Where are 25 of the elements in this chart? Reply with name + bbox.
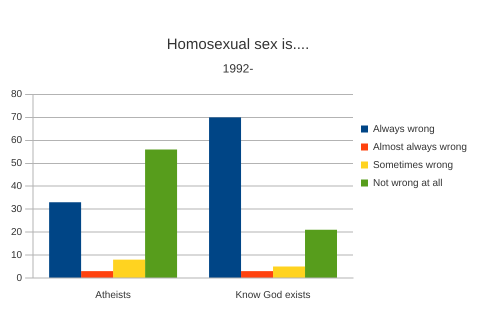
- legend-label: Not wrong at all: [373, 178, 442, 189]
- y-tick-label: 30: [11, 204, 23, 215]
- chart-subtitle: 1992-: [222, 62, 254, 76]
- bar: [113, 260, 146, 278]
- y-tick-label: 70: [11, 112, 23, 124]
- legend-label: Almost always wrong: [373, 142, 467, 153]
- bar: [81, 271, 114, 278]
- bar: [145, 149, 178, 278]
- bar: [305, 230, 338, 278]
- y-tick-label: 40: [11, 180, 23, 192]
- x-tick-label: Atheists: [95, 290, 131, 301]
- y-tick-label: 10: [11, 250, 23, 261]
- bar: [241, 271, 274, 278]
- chart-title: Homosexual sex is....: [166, 36, 310, 54]
- y-tick-label: 20: [11, 226, 23, 238]
- legend-label: Always wrong: [373, 124, 435, 135]
- y-tick-label: 60: [11, 135, 23, 146]
- legend-label: Sometimes wrong: [373, 160, 454, 171]
- bar: [49, 202, 82, 278]
- x-tick-label: Know God exists: [236, 290, 311, 301]
- y-tick-label: 80: [11, 89, 23, 100]
- bar: [209, 117, 242, 278]
- bar: [273, 266, 306, 278]
- y-tick-label: 50: [11, 158, 23, 169]
- y-tick-label: 0: [16, 272, 23, 284]
